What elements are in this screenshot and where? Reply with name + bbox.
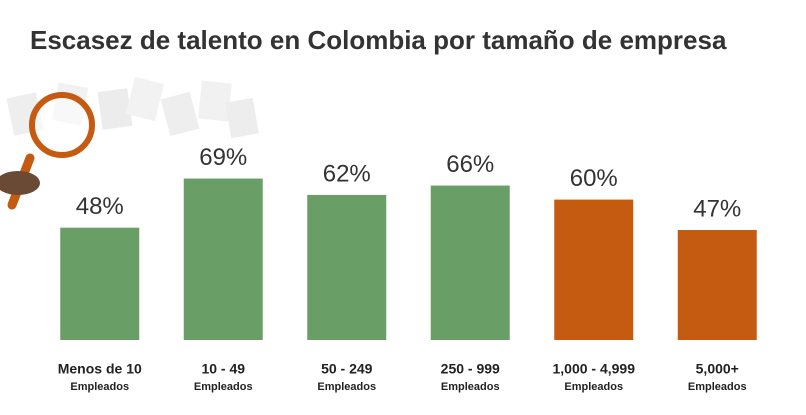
value-label: 66% — [446, 151, 494, 178]
chart-title: Escasez de talento en Colombia por tamañ… — [30, 25, 727, 55]
bar — [307, 194, 387, 340]
x-tick-sublabel: Empleados — [688, 381, 747, 393]
value-label: 60% — [570, 165, 618, 192]
bar — [60, 227, 140, 340]
x-tick-sublabel: Empleados — [70, 381, 129, 393]
value-label: 62% — [323, 160, 371, 187]
x-tick-label: Menos de 10 — [58, 361, 142, 377]
bar — [677, 230, 757, 340]
x-tick-sublabel: Empleados — [194, 381, 253, 393]
magnifier-icon — [0, 92, 95, 210]
x-tick-label: 250 - 999 — [441, 361, 500, 377]
x-tick-sublabel: Empleados — [317, 381, 376, 393]
value-label: 48% — [76, 193, 124, 220]
x-tick-sublabel: Empleados — [441, 381, 500, 393]
bar — [430, 185, 510, 340]
bar — [554, 199, 634, 340]
x-tick-label: 10 - 49 — [201, 361, 245, 377]
x-tick-label: 5,000+ — [696, 361, 739, 377]
x-tick-sublabel: Empleados — [564, 381, 623, 393]
x-tick-label: 1,000 - 4,999 — [552, 361, 635, 377]
bar — [183, 178, 263, 340]
x-tick-label: 50 - 249 — [321, 361, 373, 377]
value-label: 69% — [199, 144, 247, 171]
value-label: 47% — [693, 195, 741, 222]
